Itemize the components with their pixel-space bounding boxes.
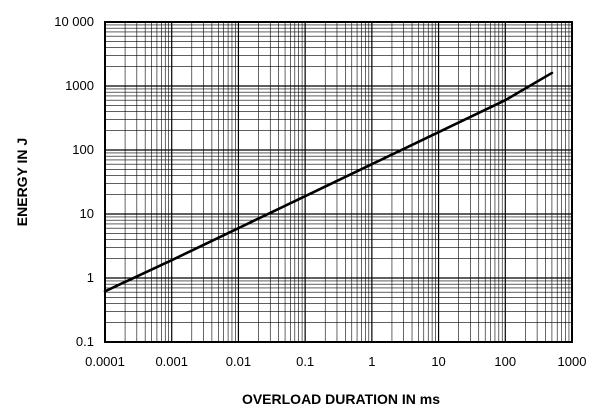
x-tick-label: 0.01 (226, 354, 251, 369)
y-tick-label: 10 (80, 206, 94, 221)
x-tick-label: 100 (494, 354, 516, 369)
x-axis-title: OVERLOAD DURATION IN ms (242, 391, 440, 407)
x-tick-label: 0.001 (155, 354, 188, 369)
plot-frame (104, 21, 573, 343)
y-tick-label: 1 (87, 270, 94, 285)
y-tick-label: 1000 (65, 78, 94, 93)
y-axis-title: ENERGY IN J (14, 138, 30, 226)
x-tick-label: 0.0001 (85, 354, 125, 369)
x-tick-labels: 0.0001 0.001 0.01 0.1 1 10 100 1000 (85, 354, 586, 369)
y-tick-labels: 0.1 1 10 100 1000 10 000 (54, 14, 94, 349)
y-tick-label: 100 (72, 142, 94, 157)
x-tick-label: 0.1 (296, 354, 314, 369)
y-tick-label: 10 000 (54, 14, 94, 29)
x-tick-label: 10 (431, 354, 445, 369)
series-line (103, 71, 554, 293)
y-tick-label: 0.1 (76, 334, 94, 349)
x-tick-label: 1000 (558, 354, 587, 369)
x-tick-label: 1 (368, 354, 375, 369)
grid (104, 22, 572, 343)
series-layer (103, 71, 554, 293)
